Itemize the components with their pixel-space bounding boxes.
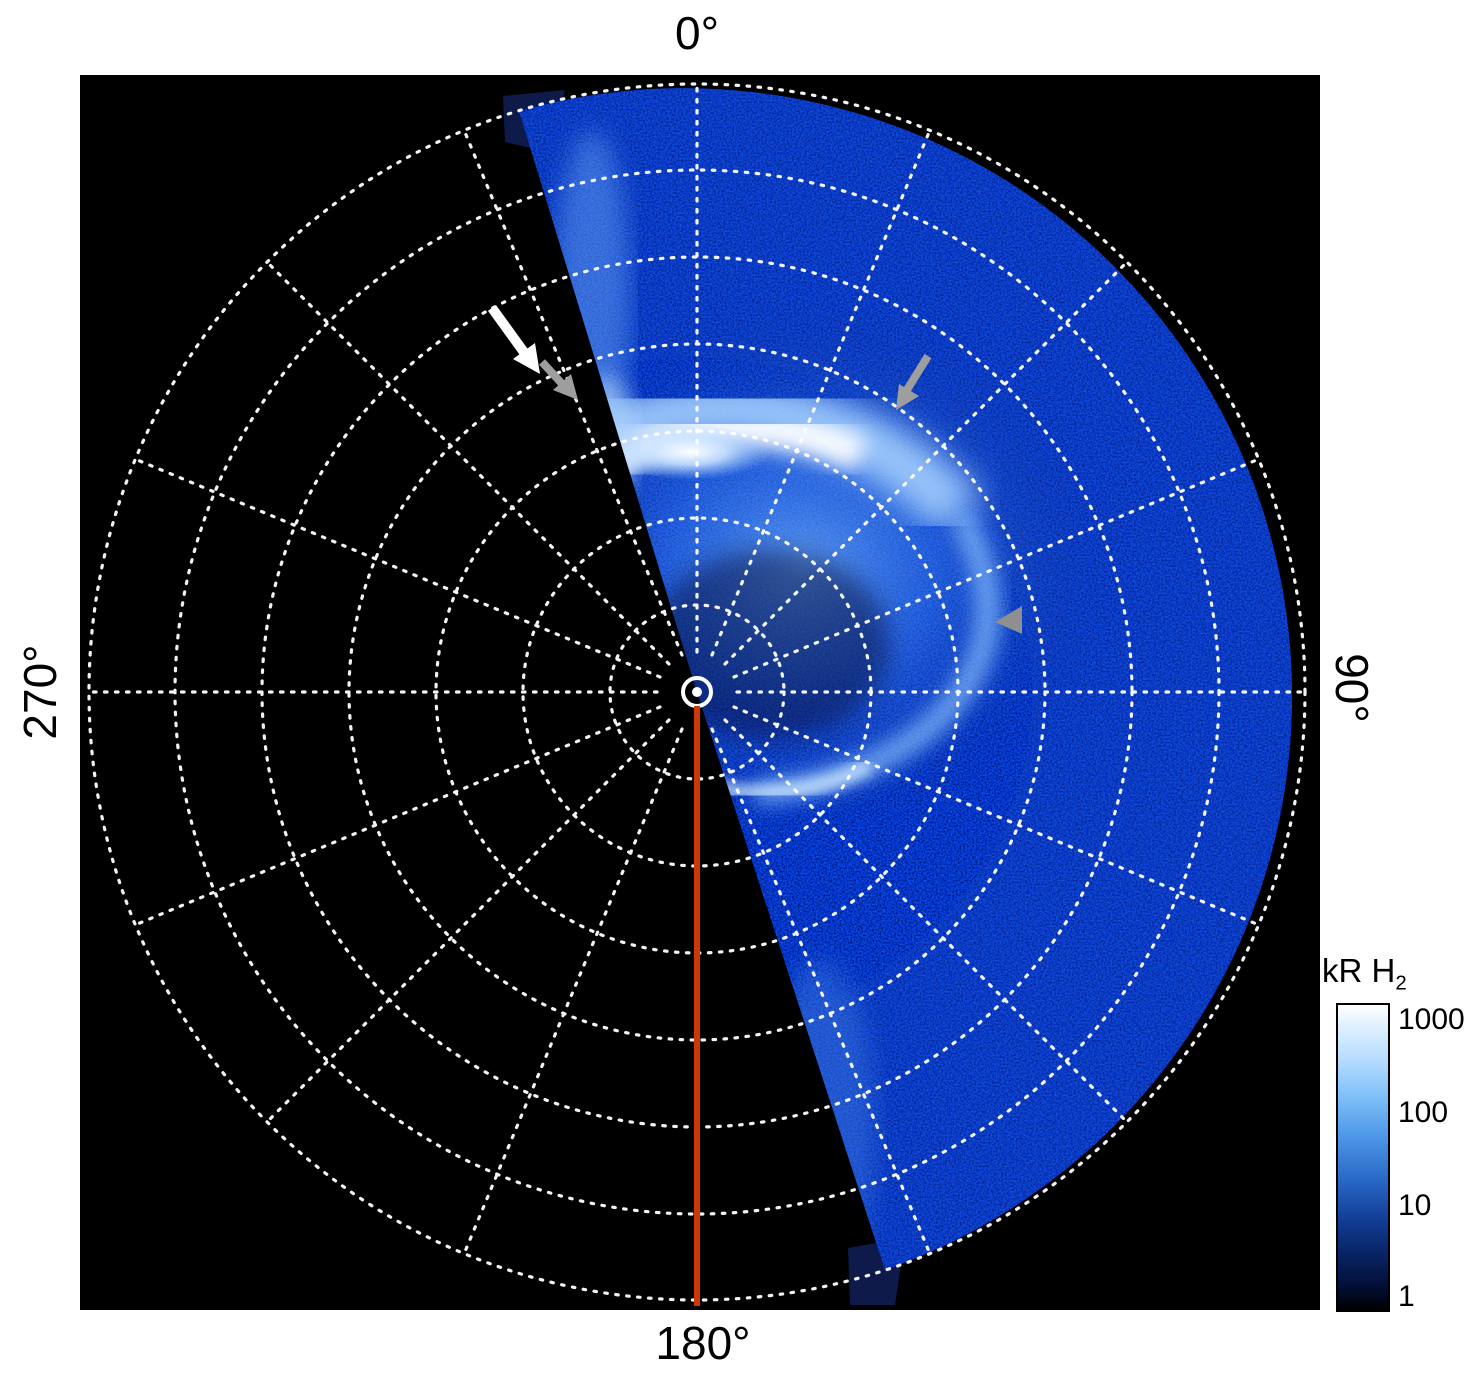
angle-label-270: 270° (14, 644, 66, 740)
gray-arrow-upperleft-head (553, 374, 578, 400)
angle-label-180: 180° (655, 1317, 751, 1369)
grid-spoke (723, 718, 1129, 1124)
grid-spoke (133, 457, 662, 679)
annotation-arrows (487, 305, 1022, 634)
grid-spoke (732, 705, 1261, 927)
grid-spoke (723, 260, 1129, 666)
grid-spoke (710, 727, 932, 1256)
gray-arrow-upperright-head (896, 384, 919, 410)
gray-arrowhead-right (995, 606, 1022, 634)
colorbar-tick-10: 10 (1398, 1189, 1432, 1222)
grid-spoke (133, 705, 662, 927)
grid-ring-outer (87, 82, 1307, 1302)
grid-spoke (462, 128, 684, 657)
white-arrow-shaft (487, 305, 531, 358)
colorbar-title-text: kR H (1322, 952, 1396, 989)
arc-bright-blob (610, 424, 770, 480)
colorbar-tick-1: 1 (1398, 1280, 1415, 1313)
colorbar-tick-100: 100 (1398, 1096, 1449, 1129)
grid-spoke (732, 457, 1261, 679)
grid-spoke (462, 727, 684, 1256)
angle-label-0: 0° (675, 7, 719, 59)
white-arrow-head (513, 343, 540, 374)
grid-spoke (710, 128, 932, 657)
gray-arrow-upperright-shaft (901, 353, 932, 396)
colorbar-tick-1000: 1000 (1398, 1003, 1465, 1036)
colorbar-title-sub: 2 (1395, 971, 1407, 995)
colorbar (1336, 1003, 1390, 1312)
grid-spoke (265, 260, 671, 666)
colorbar-title: kR H2 (1322, 952, 1462, 996)
pole-marker-dot (692, 687, 702, 697)
grid-spoke (265, 718, 671, 1124)
grid-ring (173, 168, 1221, 1216)
angle-label-90: 90° (1326, 653, 1378, 723)
